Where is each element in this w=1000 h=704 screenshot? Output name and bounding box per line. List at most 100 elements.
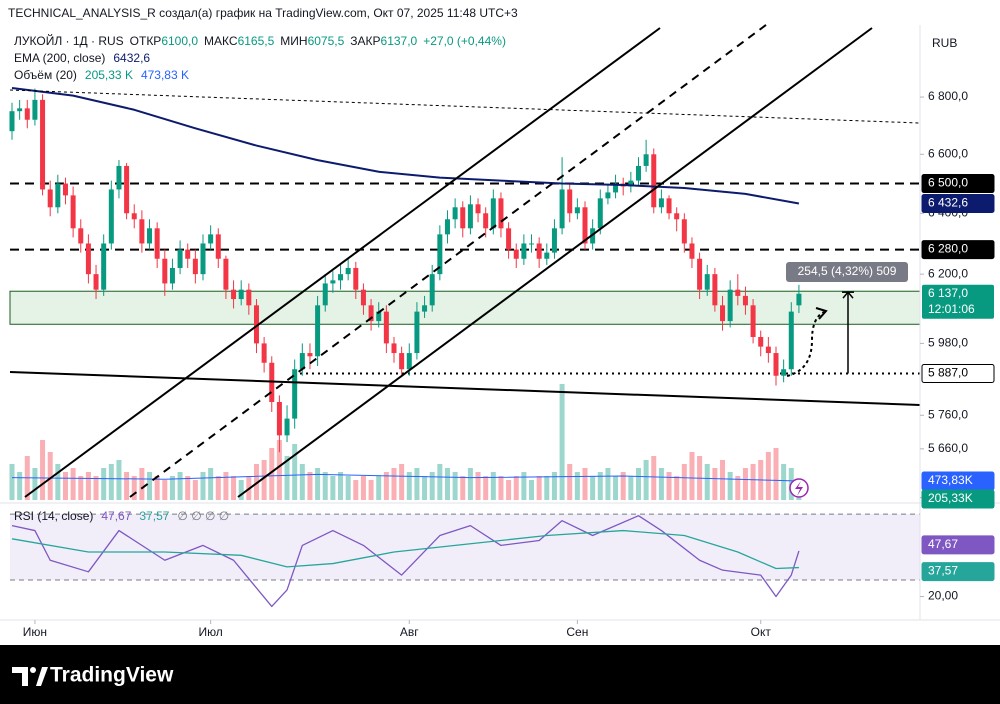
volume-bar (727, 472, 733, 500)
candle-body (40, 99, 46, 190)
volume-bar (108, 464, 114, 500)
candle-body (70, 195, 76, 229)
volume-bar (353, 480, 359, 500)
volume-bar (422, 476, 428, 500)
volume-legend: Объём (20) 205,33 K 473,83 K (14, 68, 189, 82)
legend-value: 6165,5 (238, 34, 275, 48)
volume-bar (62, 472, 68, 500)
candle-body (399, 353, 405, 370)
volume-bar (253, 464, 259, 500)
candle-body (559, 189, 565, 229)
candle-body (360, 289, 366, 306)
rsi-ma-badge-label: 37,57 (928, 564, 958, 578)
volume-bar (437, 464, 443, 500)
volume-bar (177, 472, 183, 500)
candle-body (788, 311, 794, 370)
candle-body (192, 258, 198, 275)
candle-body (643, 154, 649, 166)
volume-bar (55, 464, 61, 500)
volume-bar (406, 472, 412, 500)
volume-bar (131, 476, 137, 500)
volume-bar (154, 476, 160, 500)
candle-body (47, 189, 53, 208)
rsi-badge-bg (921, 535, 995, 555)
volume-bar (315, 468, 321, 500)
legend-value: 6100,0 (161, 34, 198, 48)
candle-body (681, 219, 687, 244)
rsi-badge-label: 47,67 (928, 537, 958, 551)
brand-logo-dot (30, 667, 36, 673)
volume-ma-badge-label: 473,83K (928, 473, 973, 487)
rsi-band-fill (10, 514, 920, 581)
volume-bar (513, 476, 519, 500)
candle-body (628, 180, 634, 187)
candle-body (475, 204, 481, 214)
candle-body (185, 249, 191, 259)
candle-body (383, 311, 389, 344)
volume-bar (383, 472, 389, 500)
volume-bar (490, 472, 496, 500)
candle-body (498, 198, 504, 229)
volume-bar (215, 476, 221, 500)
rsi-ma-line (11, 529, 799, 570)
trend-line (9, 89, 921, 124)
candle-body (529, 243, 535, 245)
candle-body (750, 305, 756, 338)
candle-body (429, 274, 435, 306)
volume-bar (85, 472, 91, 500)
volume-name: Объём (20) (14, 68, 77, 82)
volume-bar (765, 452, 771, 500)
volume-bar (17, 472, 23, 500)
volume-bar (674, 476, 680, 500)
under-layer (9, 182, 921, 608)
volume-bar (368, 480, 374, 500)
candle-body (567, 189, 573, 214)
price-line-badge-bg (921, 174, 995, 194)
candle-body (93, 274, 99, 290)
volume-bar (192, 480, 198, 500)
volume-bar (773, 448, 779, 500)
candle-body (238, 289, 244, 300)
x-tick-label: Июл (198, 625, 222, 639)
y-tick-label: 6 800,0 (928, 89, 968, 103)
candle-body (253, 305, 259, 344)
volume-bar (322, 472, 328, 500)
projection-arrow (786, 311, 825, 377)
candle-body (735, 289, 741, 296)
volume-bar (574, 472, 580, 500)
symbol: ЛУКОЙЛ · 1Д · RUS (14, 33, 124, 48)
candle-body (330, 280, 336, 284)
candle-body (452, 207, 458, 220)
header-credit: TECHNICAL_ANALYSIS_R создал(а) график на… (8, 6, 518, 20)
ema-line (11, 87, 800, 205)
channel-line (24, 27, 661, 498)
y-tick-label: 5 660,0 (928, 441, 968, 455)
arrow-head (815, 307, 828, 320)
candle-body (200, 243, 206, 275)
volume-bar (735, 476, 741, 500)
measure-label: 254,5 (4,32%) 509 (798, 264, 897, 278)
ema-legend: EMA (200, close) 6432,6 (14, 51, 150, 65)
volume-bar (360, 476, 366, 500)
candle-body (635, 165, 641, 181)
volume-bar (498, 476, 504, 500)
volume-bar (689, 452, 695, 500)
x-tick-label: Окт (751, 625, 772, 639)
candle-body (773, 353, 779, 376)
ema-name: EMA (200, close) (14, 51, 105, 65)
volume-bar (307, 472, 313, 500)
candle-body (116, 165, 122, 190)
candle-body (322, 283, 328, 306)
candle-body (85, 243, 91, 275)
measure-box (786, 262, 908, 282)
candle-body (674, 213, 680, 220)
channel-line (237, 27, 873, 498)
symbol-legend: ЛУКОЙЛ · 1Д · RUS ОТКР6100,0 МАКС6165,5 МИН… (14, 33, 506, 48)
volume-badge-bg (921, 489, 995, 509)
volume-bar (521, 472, 527, 500)
candle-body (551, 228, 557, 253)
candle-body (177, 249, 183, 268)
ema-badge-bg (921, 194, 995, 214)
candle-body (658, 198, 664, 208)
volume-bar (628, 476, 634, 500)
